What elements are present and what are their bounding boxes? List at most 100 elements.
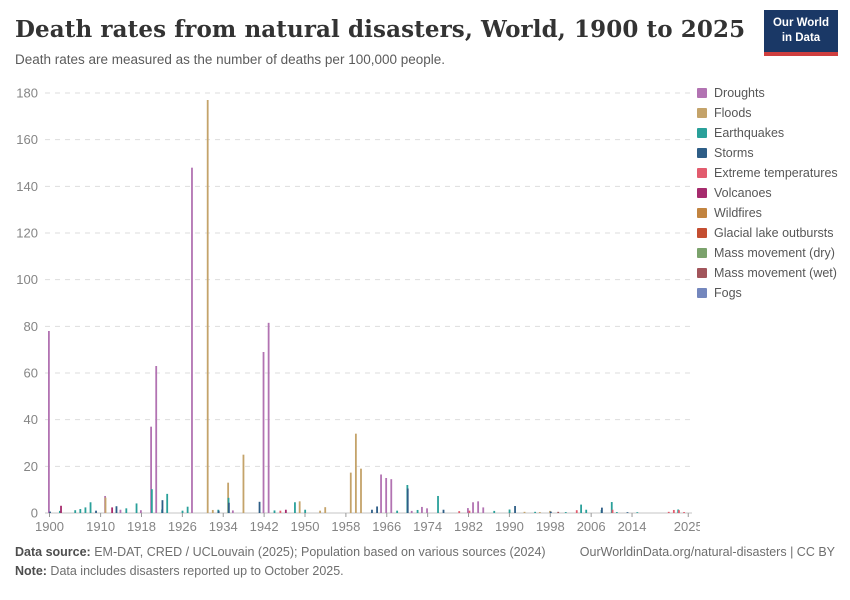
bar-droughts-1965 (380, 474, 382, 513)
bar-droughts-1936 (231, 510, 234, 513)
bar-earthquakes-1907 (84, 507, 87, 513)
bar-droughts-1973 (421, 506, 423, 513)
bar-mass-movement-wet--1999 (557, 511, 560, 513)
bar-droughts-1921 (155, 366, 158, 513)
legend-swatch-icon (697, 88, 707, 99)
bar-storms-2008 (601, 507, 603, 513)
legend-swatch-icon (697, 128, 707, 139)
legend-label: Droughts (714, 86, 765, 100)
bar-droughts-1984 (477, 501, 480, 513)
legend-label: Storms (714, 146, 754, 160)
x-tick-label: 2006 (577, 519, 606, 534)
bar-floods-1911 (104, 497, 107, 513)
bar-extreme-temperatures-2022 (672, 509, 675, 513)
y-tick-label: 120 (16, 226, 38, 241)
legend-item-fogs: Fogs (697, 287, 838, 300)
bar-droughts-1982 (467, 508, 469, 513)
legend-swatch-icon (697, 248, 707, 259)
bar-earthquakes-1905 (74, 510, 77, 513)
bar-storms-1922 (161, 500, 164, 513)
bar-extreme-temperatures-2003 (575, 510, 578, 513)
bar-storms-1991 (514, 506, 516, 513)
bar-droughts-1914 (119, 509, 122, 513)
owid-logo-line2: in Data (781, 31, 821, 44)
legend-label: Volcanoes (714, 186, 772, 200)
legend-swatch-icon (697, 268, 707, 279)
bar-droughts-1967 (390, 479, 393, 513)
page-title: Death rates from natural disasters, Worl… (15, 16, 746, 43)
bar-storms-1900 (49, 511, 51, 513)
bar-extreme-temperatures-2021 (667, 511, 670, 513)
bar-droughts-1971 (410, 510, 413, 513)
x-tick-label: 1974 (413, 519, 442, 534)
bar-floods-1938 (242, 454, 245, 513)
y-tick-label: 100 (16, 272, 38, 287)
bar-volcanoes-1946 (284, 509, 287, 513)
bar-storms-1909 (95, 510, 97, 513)
bar-droughts-1974 (426, 508, 428, 513)
legend-item-storms: Storms (697, 147, 838, 160)
y-tick-label: 140 (16, 179, 38, 194)
legend-label: Glacial lake outbursts (714, 226, 834, 240)
legend-item-earthquakes: Earthquakes (697, 127, 838, 140)
bar-droughts-1983 (472, 502, 474, 513)
x-tick-label: 1918 (127, 519, 156, 534)
bar-earthquakes-1995 (534, 511, 537, 513)
legend-swatch-icon (697, 288, 707, 299)
bar-storms-1913 (115, 506, 118, 513)
y-tick-label: 80 (24, 319, 38, 334)
x-tick-label: 1934 (209, 519, 238, 534)
x-tick-label: 2014 (618, 519, 647, 534)
bar-floods-1949 (298, 501, 301, 513)
legend-swatch-icon (697, 168, 707, 179)
legend-swatch-icon (697, 228, 707, 239)
legend-swatch-icon (697, 208, 707, 219)
bar-earthquakes-1920 (150, 489, 153, 513)
bar-droughts-1918 (139, 510, 142, 513)
legend-swatch-icon (697, 148, 707, 159)
legend-item-volcanoes: Volcanoes (697, 187, 838, 200)
bar-earthquakes-1902 (58, 510, 61, 513)
bar-volcanoes-1912 (111, 507, 114, 513)
legend-label: Mass movement (dry) (714, 246, 835, 260)
bar-earthquakes-2004 (580, 504, 582, 513)
bar-chart: 0 20 40 60 80 100 120 140 160 180 1900 1910 1918 1926… (16, 86, 700, 535)
x-tick-label: 1982 (454, 519, 483, 534)
bar-earthquakes-1948 (294, 502, 296, 513)
bar-floods-1961 (360, 468, 362, 513)
bar-storms-1935 (227, 502, 230, 513)
bar-floods-1953 (319, 510, 322, 513)
bar-droughts-1942 (262, 352, 265, 513)
legend-item-glacial-lake-outbursts: Glacial lake outbursts (697, 227, 838, 240)
legend-swatch-icon (697, 188, 707, 199)
bar-floods-1960 (354, 433, 357, 513)
bar-floods-1996 (538, 512, 541, 513)
data-source-line: Data source: EM-DAT, CRED / UCLouvain (2… (15, 545, 546, 559)
bar-floods-1954 (324, 507, 327, 513)
x-tick-label: 2025 (674, 519, 700, 534)
legend-item-extreme-temperatures: Extreme temperatures (697, 167, 838, 180)
x-tick-label: 1966 (372, 519, 401, 534)
note-line: Note: Data includes disasters reported u… (15, 564, 835, 578)
bar-earthquakes-2010 (610, 502, 613, 513)
bar-earthquakes-1906 (79, 509, 82, 513)
bar-extreme-temperatures-2023 (678, 510, 680, 513)
bar-extreme-temperatures-2024 (683, 512, 685, 513)
y-tick-label: 40 (24, 412, 38, 427)
chart-legend: Droughts Floods Earthquakes Storms Extreme t… (697, 87, 838, 307)
legend-swatch-icon (697, 108, 707, 119)
y-tick-label: 160 (16, 132, 38, 147)
bar-earthquakes-1923 (166, 493, 169, 513)
bar-storms-1998 (549, 511, 552, 513)
bar-storms-1933 (217, 510, 220, 513)
data-source-text: EM-DAT, CRED / UCLouvain (2025); Populat… (90, 545, 546, 559)
bar-storms-1977 (442, 509, 445, 513)
y-tick-label: 20 (24, 459, 38, 474)
bar-volcanoes-1902 (60, 505, 62, 513)
owid-url-link[interactable]: OurWorldinData.org/natural-disasters | C… (579, 545, 835, 559)
legend-item-mass-movement-wet-: Mass movement (wet) (697, 267, 838, 280)
legend-label: Earthquakes (714, 126, 785, 140)
legend-label: Extreme temperatures (714, 166, 838, 180)
bar-floods-1932 (211, 509, 214, 513)
bar-extreme-temperatures-1982 (468, 510, 471, 513)
